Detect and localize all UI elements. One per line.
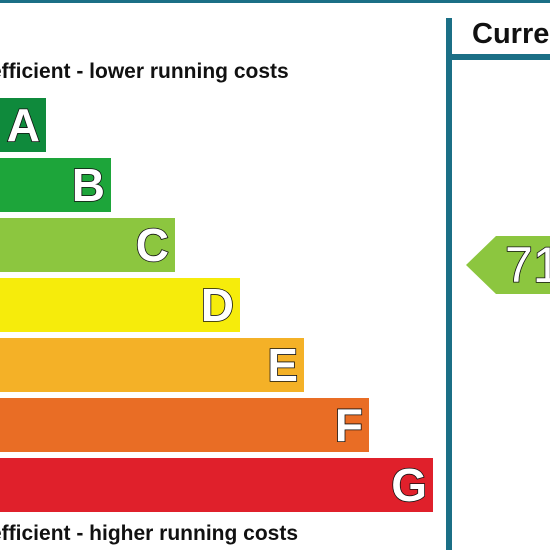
current-column-header: Current: [472, 18, 550, 50]
band-f: F: [0, 398, 369, 452]
band-letter-g: G: [390, 459, 427, 511]
band-d: D: [0, 278, 240, 332]
band-letter-d: D: [200, 279, 235, 331]
band-letter-e: E: [267, 339, 299, 391]
band-letter-a: A: [6, 99, 41, 151]
band-a: A: [0, 98, 46, 152]
band-letter-b: B: [71, 159, 106, 211]
current-rating-value: 71: [504, 237, 550, 293]
current-rating-arrow-shape: [466, 236, 550, 294]
band-b: B: [0, 158, 111, 212]
band-e: E: [0, 338, 304, 392]
current-header-rule: [446, 54, 550, 60]
band-g: G: [0, 458, 433, 512]
top-caption: efficient - lower running costs: [0, 60, 289, 83]
band-letter-f: F: [334, 399, 364, 451]
bottom-caption: efficient - higher running costs: [0, 522, 299, 545]
current-rating-arrow: [466, 236, 550, 294]
current-column-divider: [446, 18, 452, 550]
top-rule: [0, 0, 550, 3]
band-c: C: [0, 218, 175, 272]
band-letter-c: C: [135, 219, 170, 271]
